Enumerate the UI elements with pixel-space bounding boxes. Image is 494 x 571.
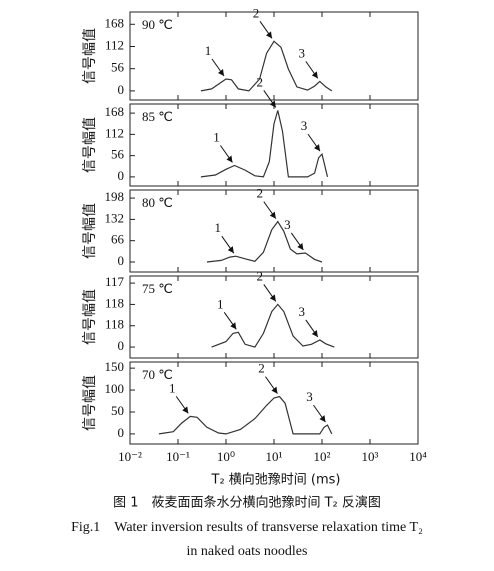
annotation-label: 2 bbox=[257, 186, 264, 201]
y-tick-label: 118 bbox=[105, 317, 124, 332]
caption-en: in naked oats noodles bbox=[187, 544, 308, 559]
y-tick-label: 56 bbox=[111, 60, 125, 75]
y-tick-label: 100 bbox=[105, 381, 125, 396]
annotation-label: 2 bbox=[258, 361, 265, 376]
data-line bbox=[158, 395, 333, 435]
y-tick-label: 0 bbox=[118, 338, 125, 353]
y-tick-label: 112 bbox=[105, 37, 124, 52]
x-tick-label: 10⁴ bbox=[409, 449, 427, 464]
annotation-label: 2 bbox=[257, 268, 264, 283]
data-line bbox=[206, 220, 323, 263]
caption-cn: 图 1 莜麦面面条水分横向弛豫时间 T₂ 反演图 bbox=[113, 495, 381, 511]
panel-frame bbox=[129, 103, 419, 187]
y-tick-label: 66 bbox=[111, 232, 125, 247]
y-tick-label: 168 bbox=[105, 15, 125, 30]
panel-title: 80 ℃ bbox=[142, 195, 173, 210]
y-axis-label: 信号幅值 bbox=[82, 28, 98, 84]
y-tick-label: 198 bbox=[105, 189, 125, 204]
panel-title: 75 ℃ bbox=[142, 281, 173, 296]
panel-title: 85 ℃ bbox=[142, 109, 173, 124]
arrow-head bbox=[314, 144, 320, 152]
data-line bbox=[211, 303, 335, 348]
x-tick-label: 10³ bbox=[362, 449, 379, 464]
annotation-label: 1 bbox=[169, 380, 176, 395]
arrow-head bbox=[230, 322, 237, 330]
panel-frame bbox=[129, 189, 419, 273]
x-axis-label: T₂ 横向弛豫时间 (ms) bbox=[211, 472, 341, 488]
y-tick-label: 118 bbox=[105, 295, 124, 310]
y-tick-label: 0 bbox=[118, 425, 125, 440]
y-tick-label: 0 bbox=[118, 82, 125, 97]
data-line bbox=[200, 40, 333, 92]
annotation-label: 1 bbox=[217, 296, 224, 311]
arrow-head bbox=[269, 294, 276, 302]
y-axis-label: 信号幅值 bbox=[82, 289, 98, 345]
panel-frame bbox=[129, 11, 419, 101]
arrow-head bbox=[271, 386, 278, 394]
arrow-head bbox=[218, 68, 224, 76]
y-tick-label: 50 bbox=[111, 403, 124, 418]
arrow-head bbox=[266, 31, 272, 39]
y-tick-label: 117 bbox=[105, 274, 125, 289]
arrow-head bbox=[297, 242, 304, 250]
arrow-head bbox=[311, 71, 318, 79]
y-axis-label: 信号幅值 bbox=[82, 117, 98, 173]
annotation-label: 1 bbox=[205, 43, 212, 58]
panel-title: 90 ℃ bbox=[142, 17, 173, 32]
data-line bbox=[200, 110, 329, 178]
x-tick-label: 10⁻¹ bbox=[166, 449, 190, 464]
annotation-label: 3 bbox=[299, 304, 306, 319]
x-tick-label: 10¹ bbox=[266, 449, 283, 464]
arrow-head bbox=[182, 406, 189, 414]
arrow-head bbox=[269, 211, 276, 219]
annotation-label: 3 bbox=[284, 217, 291, 232]
y-axis-label: 信号幅值 bbox=[82, 203, 98, 259]
x-tick-label: 10² bbox=[314, 449, 331, 464]
y-tick-label: 0 bbox=[118, 168, 125, 183]
y-tick-label: 56 bbox=[111, 147, 125, 162]
annotation-label: 1 bbox=[213, 129, 220, 144]
arrow-head bbox=[311, 329, 318, 337]
annotation-label: 3 bbox=[299, 45, 306, 60]
y-tick-label: 132 bbox=[105, 210, 125, 225]
annotation-label: 2 bbox=[257, 74, 264, 89]
arrow-head bbox=[269, 100, 276, 108]
panel-title: 70 ℃ bbox=[142, 367, 173, 382]
annotation-label: 1 bbox=[215, 220, 222, 235]
y-tick-label: 112 bbox=[105, 125, 124, 140]
x-tick-label: 10⁻² bbox=[118, 449, 142, 464]
y-tick-label: 150 bbox=[105, 359, 125, 374]
arrow-head bbox=[227, 246, 234, 254]
annotation-label: 3 bbox=[301, 118, 308, 133]
y-axis-label: 信号幅值 bbox=[82, 375, 98, 431]
arrow-head bbox=[319, 415, 326, 423]
annotation-label: 3 bbox=[306, 389, 313, 404]
caption-en: Fig.1 Water inversion results of transve… bbox=[71, 520, 423, 535]
y-tick-label: 0 bbox=[118, 253, 125, 268]
arrow-head bbox=[226, 155, 233, 163]
x-tick-label: 10⁰ bbox=[217, 449, 235, 464]
annotation-label: 2 bbox=[253, 5, 260, 20]
panel-frame bbox=[129, 275, 419, 359]
y-tick-label: 168 bbox=[105, 104, 125, 119]
